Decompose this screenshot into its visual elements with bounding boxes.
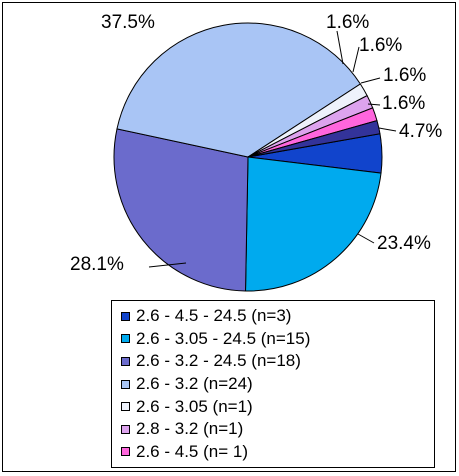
legend-label: 2.6 - 3.2 (n=24) (136, 374, 253, 394)
slice-label-4: 37.5% (101, 12, 155, 33)
legend-label: 2.6 - 3.05 (n=1) (136, 396, 253, 416)
legend-swatch (121, 379, 130, 389)
pie-slice-2 (245, 156, 382, 292)
slice-label-8: 1.6% (326, 12, 369, 33)
chart-frame: 4.7% 23.4% 28.1% 37.5% 1.6% 1.6% 1.6% 1.6% 2.6 … (2, 2, 456, 472)
legend-item: 2.6 - 4.5 - 24.5 (n=3) (112, 305, 434, 328)
leader-line-1 (378, 127, 397, 132)
slice-label-6: 1.6% (383, 65, 426, 86)
legend-swatch (121, 402, 130, 412)
legend-item: 2.8 - 3.2 (n=1) (112, 418, 434, 441)
legend-label: 2.6 - 4.5 - 24.5 (n=3) (136, 306, 292, 326)
legend-swatch (121, 311, 130, 321)
slice-label-3: 28.1% (70, 254, 124, 275)
legend-item: 2.6 - 3.05 (n=1) (112, 395, 434, 418)
leader-line-4 (367, 103, 381, 106)
pie-slice-8 (247, 120, 381, 158)
slice-label-1: 4.7% (399, 121, 442, 142)
legend-swatch (121, 334, 130, 344)
legend-label: 2.6 - 3.05 - 24.5 (n=15) (136, 328, 311, 348)
legend-item: 2.6 - 4.5 (n= 1) (112, 441, 434, 464)
leader-line-7 (336, 30, 344, 65)
legend-swatch (121, 356, 130, 366)
pie-slice-3 (113, 128, 249, 292)
legend-label: 2.8 - 3.2 (n=1) (136, 419, 244, 439)
pie-chart: 4.7%23.4%28.1%37.5%1.6%1.6%1.6%1.6% (70, 12, 442, 292)
legend-item: 2.6 - 3.2 - 24.5 (n=18) (112, 350, 434, 373)
slice-label-5: 1.6% (382, 93, 425, 114)
legend-swatch (121, 447, 130, 457)
legend-item: 2.6 - 3.2 (n=24) (112, 373, 434, 396)
leader-line-3 (148, 262, 187, 268)
chart-legend: 2.6 - 4.5 - 24.5 (n=3) 2.6 - 3.05 - 24.5 … (111, 300, 435, 468)
leader-line-2 (357, 233, 375, 244)
legend-item: 2.6 - 3.05 - 24.5 (n=15) (112, 328, 434, 351)
legend-label: 2.6 - 4.5 (n= 1) (136, 441, 248, 461)
legend-swatch (121, 424, 130, 434)
legend-label: 2.6 - 3.2 - 24.5 (n=18) (136, 351, 301, 371)
leader-line-6 (352, 46, 360, 73)
slice-label-7: 1.6% (359, 35, 402, 56)
leader-line-5 (360, 77, 381, 84)
slice-label-2: 23.4% (377, 233, 431, 254)
